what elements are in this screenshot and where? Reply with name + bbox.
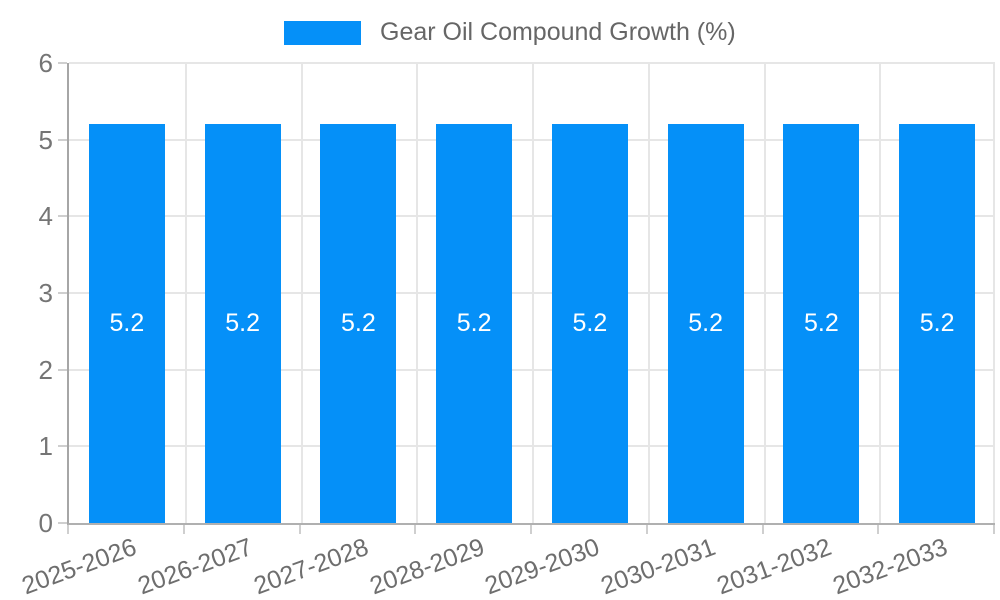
x-axis-label: 2026-2027 — [134, 533, 257, 600]
gridline-vertical — [763, 63, 766, 523]
y-axis-tick — [58, 445, 67, 448]
bar: 5.2 — [204, 124, 281, 523]
bar-value-label: 5.2 — [919, 309, 955, 338]
x-axis-label: 2029-2030 — [481, 533, 604, 600]
plot-area: 5.2 5.2 5.2 5.2 5.2 5.2 5.2 5.2 — [67, 62, 995, 525]
bar-value-label: 5.2 — [225, 309, 260, 338]
gridline-vertical — [184, 63, 187, 523]
y-axis-label: 4 — [38, 201, 53, 232]
gridline-vertical — [647, 63, 650, 523]
bar-value-label: 5.2 — [340, 309, 376, 338]
x-axis-tick — [67, 525, 69, 534]
bar: 5.2 — [88, 124, 165, 523]
x-axis-label: 2032-2033 — [828, 533, 951, 600]
x-axis-tick — [761, 525, 764, 534]
x-axis-tick — [645, 525, 648, 534]
bar: 5.2 — [551, 124, 628, 523]
y-axis-tick — [58, 138, 67, 141]
gridline-vertical — [416, 63, 419, 523]
bar-value-label: 5.2 — [109, 309, 145, 338]
x-axis-tick — [182, 525, 185, 534]
y-axis-label: 6 — [38, 48, 53, 78]
x-axis-tick — [993, 525, 995, 534]
chart-legend: Gear Oil Compound Growth (%) — [284, 18, 736, 47]
x-axis-tick — [298, 525, 301, 534]
bar: 5.2 — [436, 124, 513, 523]
gridline-vertical — [879, 63, 882, 523]
y-axis-label: 2 — [38, 354, 53, 385]
bar: 5.2 — [320, 124, 397, 523]
y-axis-tick — [58, 62, 67, 64]
gridline-vertical — [532, 63, 534, 523]
y-axis-label: 3 — [38, 278, 53, 308]
gridline-vertical — [300, 63, 303, 523]
bar-value-label: 5.2 — [456, 309, 492, 338]
x-axis-label: 2031-2032 — [713, 533, 835, 600]
bar: 5.2 — [899, 124, 976, 523]
y-axis-tick — [58, 368, 67, 371]
y-axis-tick — [58, 522, 67, 524]
y-axis-label: 1 — [38, 431, 53, 462]
legend-swatch — [284, 20, 361, 45]
x-axis-label: 2030-2031 — [597, 533, 720, 600]
y-axis-tick — [58, 215, 67, 218]
x-axis-tick — [877, 525, 880, 534]
bar-value-label: 5.2 — [688, 309, 723, 338]
x-axis-label: 2028-2029 — [365, 533, 488, 600]
bar-value-label: 5.2 — [803, 309, 839, 338]
legend-label: Gear Oil Compound Growth (%) — [380, 18, 736, 46]
bar-value-label: 5.2 — [572, 309, 608, 338]
x-axis-label: 2025-2026 — [18, 533, 141, 600]
x-axis-tick — [530, 525, 532, 534]
x-axis-tick — [414, 525, 417, 534]
y-axis-label: 0 — [38, 508, 53, 538]
gridline-vertical — [993, 63, 995, 523]
x-axis-label: 2027-2028 — [250, 533, 372, 600]
bar: 5.2 — [667, 124, 744, 523]
y-axis-label: 5 — [38, 124, 53, 155]
bar: 5.2 — [783, 124, 860, 523]
y-axis-tick — [58, 292, 67, 294]
